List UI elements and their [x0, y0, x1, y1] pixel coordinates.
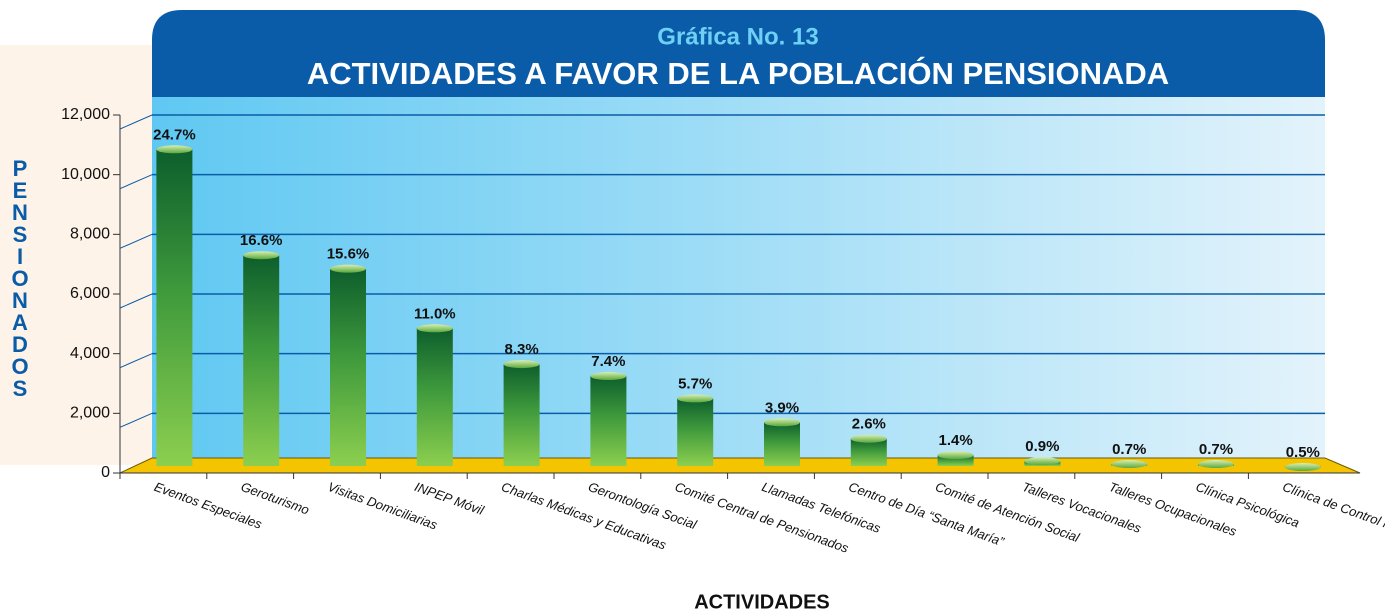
data-label: 0.9% — [1025, 438, 1059, 455]
data-label: 1.4% — [938, 432, 972, 449]
data-label: 7.4% — [591, 353, 625, 370]
grid-diag — [119, 233, 153, 249]
bar-cap — [764, 418, 800, 427]
x-tick-label: Comité de Atención Social — [933, 479, 1082, 545]
y-tick-label: 12,000 — [61, 106, 110, 123]
data-label: 0.7% — [1199, 441, 1233, 458]
grid-diag — [119, 353, 153, 369]
back-wall — [152, 97, 1325, 458]
data-label: 3.9% — [765, 399, 799, 416]
y-tick-label: 2,000 — [70, 405, 110, 422]
grid-diag — [119, 412, 153, 428]
bar — [850, 438, 887, 466]
bar-cap — [590, 372, 627, 381]
grid-diag — [119, 114, 153, 130]
bar — [677, 398, 714, 466]
data-label: 0.5% — [1286, 444, 1320, 461]
bar-cap — [156, 145, 193, 154]
chart-subtitle: ACTIVIDADES A FAVOR DE LA POBLACIÓN PENS… — [307, 55, 1169, 91]
bar — [764, 422, 800, 466]
bar — [937, 455, 974, 466]
data-label: 2.6% — [852, 416, 886, 433]
chart-title: Gráfica No. 13 — [657, 23, 818, 50]
y-tick-label: 4,000 — [70, 345, 110, 362]
bar — [503, 364, 540, 466]
y-tick-label: 0 — [101, 464, 110, 481]
bar-cap — [330, 264, 366, 273]
bar — [590, 376, 627, 466]
y-tick-label: 6,000 — [70, 285, 110, 302]
data-label: 5.7% — [678, 375, 712, 392]
bar-cap — [1284, 463, 1321, 472]
bar-cap — [243, 251, 280, 260]
grid-diag — [119, 174, 153, 190]
bar-cap — [850, 434, 887, 443]
x-axis-title: ACTIVIDADES — [694, 591, 830, 613]
x-tick-label: Centro de Día “Santa María” — [847, 479, 1007, 549]
data-label: 24.7% — [153, 126, 196, 143]
floor — [119, 457, 1361, 474]
bar-cap — [416, 324, 453, 333]
bar-cap — [1198, 460, 1234, 469]
grid-diag — [119, 293, 153, 309]
bar — [330, 268, 366, 466]
side-panel — [0, 45, 152, 465]
y-tick-label: 8,000 — [70, 226, 110, 243]
bar-cap — [937, 451, 974, 460]
bar — [416, 328, 453, 466]
bar — [243, 255, 280, 466]
data-label: 11.0% — [414, 305, 456, 322]
bar-cap — [1111, 460, 1148, 469]
data-label: 8.3% — [504, 341, 538, 358]
y-tick-label: 10,000 — [61, 166, 110, 183]
bar-cap — [677, 394, 714, 403]
data-label: 15.6% — [327, 246, 370, 263]
x-tick-label: Charlas Médicas y Educativas — [499, 479, 668, 553]
header — [152, 10, 1325, 97]
data-label: 16.6% — [240, 232, 283, 249]
data-label: 0.7% — [1112, 441, 1146, 458]
bar-cap — [1024, 457, 1061, 466]
bar — [156, 149, 193, 466]
bar-cap — [503, 360, 540, 369]
